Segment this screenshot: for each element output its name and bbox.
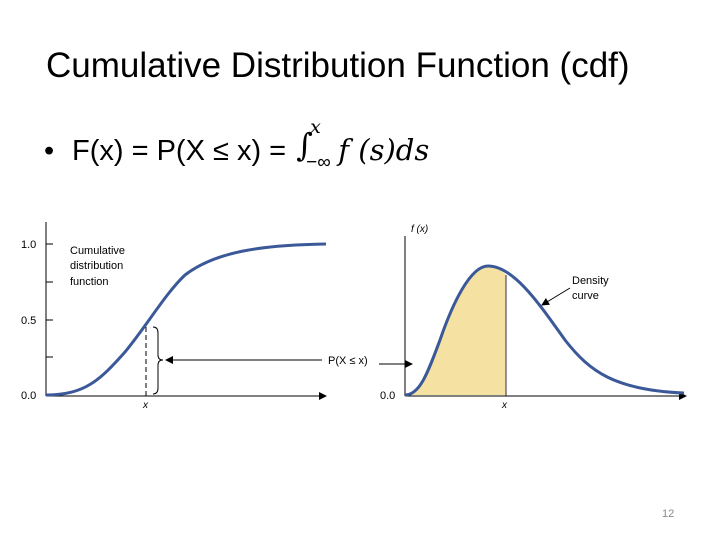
formula-lhs: F(x) = P(X ≤ x) = [72, 135, 295, 167]
right-x-marker: x [501, 400, 508, 411]
y-tick-label-0: 0.0 [21, 390, 36, 402]
right-origin-label: 0.0 [380, 390, 395, 402]
integral-upper-limit: x [310, 116, 321, 138]
density-label-line-2: curve [572, 290, 599, 302]
integral-lower-limit: −∞ [306, 152, 331, 173]
cdf-curve [45, 242, 327, 397]
density-label-line-1: Density [572, 275, 609, 287]
probability-label: P(X ≤ x) [328, 355, 368, 367]
formula-integrand: f (s)ds [338, 133, 430, 167]
page-number: 12 [662, 508, 675, 520]
slide-title: Cumulative Distribution Function (cdf) [46, 46, 630, 85]
right-y-axis-label: f (x) [411, 224, 428, 235]
cdf-label-line-3: function [70, 276, 109, 288]
density-label-pointer [541, 287, 571, 306]
shaded-probability-area [405, 266, 506, 395]
cdf-label-line-2: distribution [70, 260, 123, 272]
integral: ∫ x −∞ [294, 116, 331, 173]
probability-brace [152, 326, 164, 395]
density-curve [404, 264, 685, 397]
y-tick-label-1: 1.0 [21, 239, 36, 251]
left-x-marker: x [142, 400, 149, 411]
bullet: • [44, 135, 55, 167]
cdf-label-line-1: Cumulative [70, 245, 125, 257]
cdf-formula: • F(x) = P(X ≤ x) = ∫ x −∞ f (s)ds [44, 116, 430, 173]
integral-sign: ∫ [296, 126, 313, 164]
y-tick-label-05: 0.5 [21, 315, 36, 327]
